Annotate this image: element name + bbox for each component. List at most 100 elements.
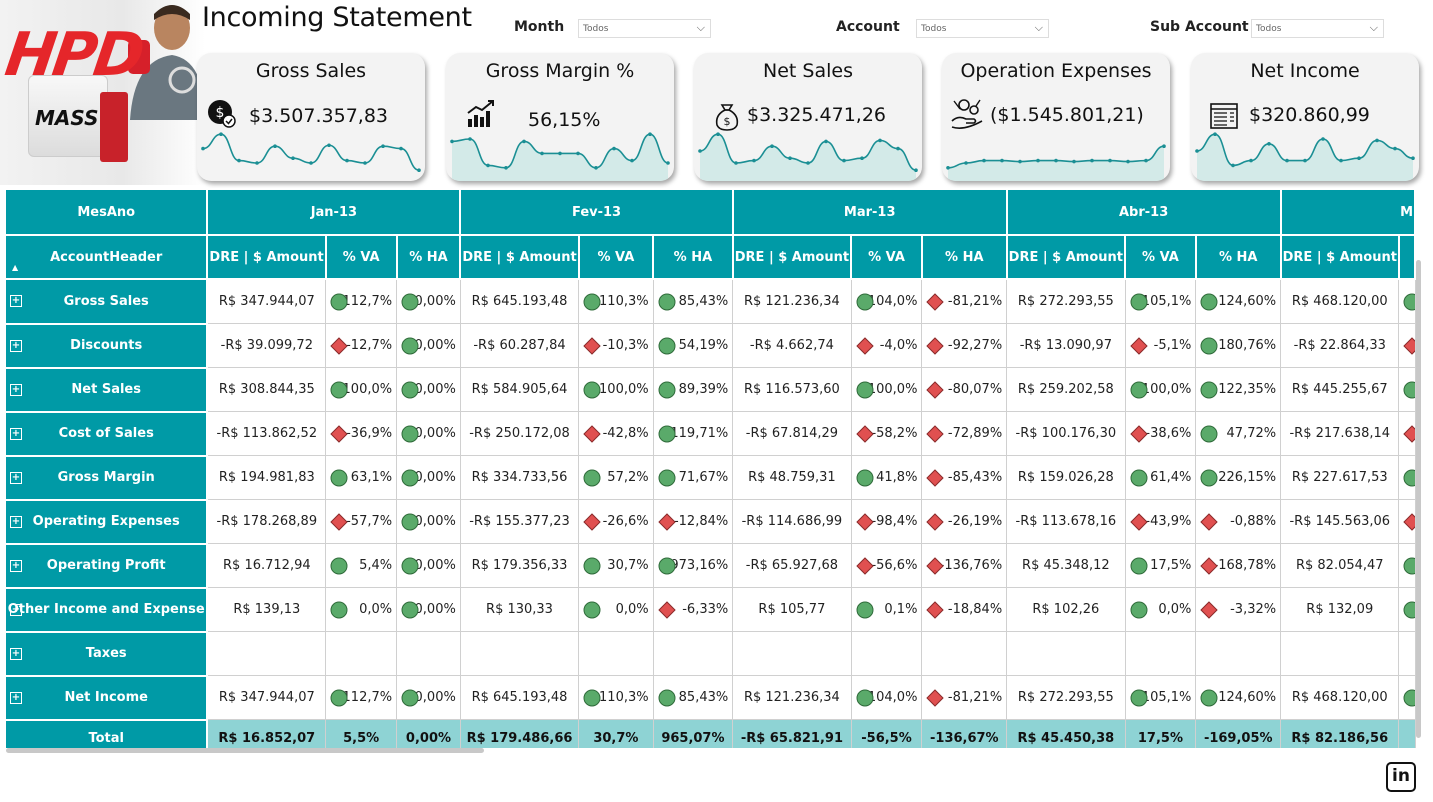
sort-ascending-icon[interactable]: ▲ [12, 263, 19, 272]
ha-value: 47,72% [1226, 426, 1277, 441]
sparkline-point [734, 161, 738, 165]
sparkline-point [1285, 158, 1289, 163]
column-header[interactable]: % HA [1194, 234, 1282, 280]
column-header[interactable]: % HA [395, 234, 462, 280]
column-header[interactable]: DRE | $ Amount [1005, 234, 1127, 280]
row-header[interactable]: + Cost of Sales [4, 410, 209, 457]
ha-cell: -80,07% [921, 367, 1008, 412]
column-header[interactable]: % HA [920, 234, 1008, 280]
month-header[interactable]: Mar-13 [731, 188, 1008, 236]
status-good-icon [330, 469, 348, 486]
amount-cell: R$ 347.944,07 [206, 278, 327, 324]
amount-cell: R$ 347.944,07 [206, 675, 327, 720]
expand-icon[interactable]: + [10, 691, 22, 704]
chevron-down-icon: ⌵ [1369, 21, 1378, 34]
kpi-title: Net Income [1250, 60, 1360, 82]
row-header[interactable]: + Other Income and Expense [4, 586, 209, 633]
va-cell: -10,3% [578, 323, 654, 368]
va-value: 105,1% [1141, 690, 1192, 705]
ha-value: 973,16% [670, 558, 729, 573]
va-value: 41,8% [876, 470, 918, 485]
status-good-icon [583, 601, 601, 618]
corner-header-accountheader[interactable]: AccountHeader ▲ [4, 234, 209, 280]
kpi-card-gross-margin[interactable]: Gross Margin % 56,15% [446, 53, 674, 181]
sparkline-chart [201, 132, 421, 172]
column-header[interactable] [1397, 234, 1416, 280]
column-header[interactable]: DRE | $ Amount [206, 234, 327, 280]
amount-cell: R$ 645.193,48 [459, 278, 580, 324]
status-good-icon [1200, 469, 1218, 486]
column-header[interactable]: % VA [1124, 234, 1197, 280]
row-header[interactable]: + Operating Expenses [4, 498, 209, 545]
va-value: -42,8% [602, 426, 649, 441]
income-statement-matrix[interactable]: MesAno Jan-13 Fev-13 Mar-13 Abr-13 M Account… [4, 188, 1416, 748]
amount-cell: R$ 227.617,53 [1280, 455, 1400, 500]
table-row: + Gross Sales R$ 347.944,07 112,7% 0,00% R$ 6… [4, 278, 1416, 325]
horizontal-scrollbar[interactable] [6, 748, 484, 753]
total-va-cell: 17,5% [1124, 719, 1197, 748]
month-header[interactable]: Jan-13 [206, 188, 462, 236]
total-ha-cell: -169,05% [1195, 719, 1282, 748]
expand-icon[interactable]: + [10, 295, 22, 308]
column-header[interactable]: % VA [577, 234, 655, 280]
expand-icon[interactable]: + [10, 603, 22, 616]
total-ha-cell: 965,07% [652, 719, 734, 748]
ha-value: 124,60% [1218, 294, 1277, 309]
status-good-icon [658, 557, 676, 574]
month-header[interactable]: Abr-13 [1005, 188, 1282, 236]
column-header[interactable]: DRE | $ Amount [1279, 234, 1400, 280]
sparkline-point [630, 158, 634, 163]
column-header[interactable]: DRE | $ Amount [731, 234, 853, 280]
kpi-card-gross-sales[interactable]: Gross Sales $ $3.507.357,83 [197, 53, 425, 181]
va-value: 5,4% [359, 558, 393, 573]
status-bad-icon [657, 512, 676, 531]
status-bad-icon [1200, 556, 1219, 575]
sparkline-point [1090, 158, 1094, 163]
column-header[interactable]: % HA [652, 234, 734, 280]
expand-icon[interactable]: + [10, 427, 22, 440]
va-value: 0,0% [359, 602, 393, 617]
va-value: -38,6% [1145, 426, 1192, 441]
expand-icon[interactable]: + [10, 647, 22, 660]
ha-value: 122,35% [1218, 382, 1277, 397]
corner-header-mesano[interactable]: MesAno [4, 188, 209, 236]
row-header[interactable]: + Taxes [4, 630, 209, 677]
sparkline-point [576, 151, 580, 156]
amount-cell: -R$ 178.268,89 [206, 499, 327, 544]
column-header[interactable]: DRE | $ Amount [459, 234, 580, 280]
expand-icon[interactable]: + [10, 339, 22, 352]
kpi-card-net-income[interactable]: Net Income $320.860,99 [1191, 53, 1419, 181]
expand-icon[interactable]: + [10, 559, 22, 572]
status-good-icon [1403, 381, 1414, 398]
table-row: + Gross Margin R$ 194.981,83 63,1% 0,00% R$ 3… [4, 454, 1416, 501]
ha-cell: -72,89% [921, 411, 1008, 456]
ha-cell: 54,19% [652, 323, 734, 368]
va-value: -36,9% [346, 426, 393, 441]
row-label: Other Income and Expense [7, 602, 205, 617]
kpi-card-net-sales[interactable]: Net Sales $ $3.325.471,26 [694, 53, 922, 181]
amount-cell: -R$ 39.099,72 [206, 323, 327, 368]
sub-account-filter-select[interactable]: Todos ⌵ [1251, 19, 1384, 38]
row-header[interactable]: + Discounts [4, 322, 209, 369]
ha-value: -80,07% [947, 382, 1003, 397]
row-header[interactable]: + Operating Profit [4, 542, 209, 589]
row-header[interactable]: + Gross Sales [4, 278, 209, 325]
expand-icon[interactable]: + [10, 471, 22, 484]
month-header[interactable]: Fev-13 [459, 188, 734, 236]
status-bad-icon [926, 336, 945, 355]
linkedin-icon[interactable]: in [1386, 762, 1416, 792]
account-filter-select[interactable]: Todos ⌵ [916, 19, 1049, 38]
row-header[interactable]: + Gross Margin [4, 454, 209, 501]
column-header[interactable]: % VA [850, 234, 923, 280]
month-header[interactable]: M [1279, 188, 1416, 236]
row-header[interactable]: + Net Income [4, 674, 209, 721]
amount-cell [206, 631, 327, 676]
month-filter-select[interactable]: Todos ⌵ [578, 19, 711, 38]
expand-icon[interactable]: + [10, 515, 22, 528]
row-header[interactable]: + Net Sales [4, 366, 209, 413]
sparkline-area [1197, 134, 1413, 181]
expand-icon[interactable]: + [10, 383, 22, 396]
kpi-card-operation-expenses[interactable]: Operation Expenses ($1.545.801,21) [942, 53, 1170, 181]
column-header[interactable]: % VA [324, 234, 398, 280]
vertical-scrollbar[interactable] [1416, 260, 1421, 738]
